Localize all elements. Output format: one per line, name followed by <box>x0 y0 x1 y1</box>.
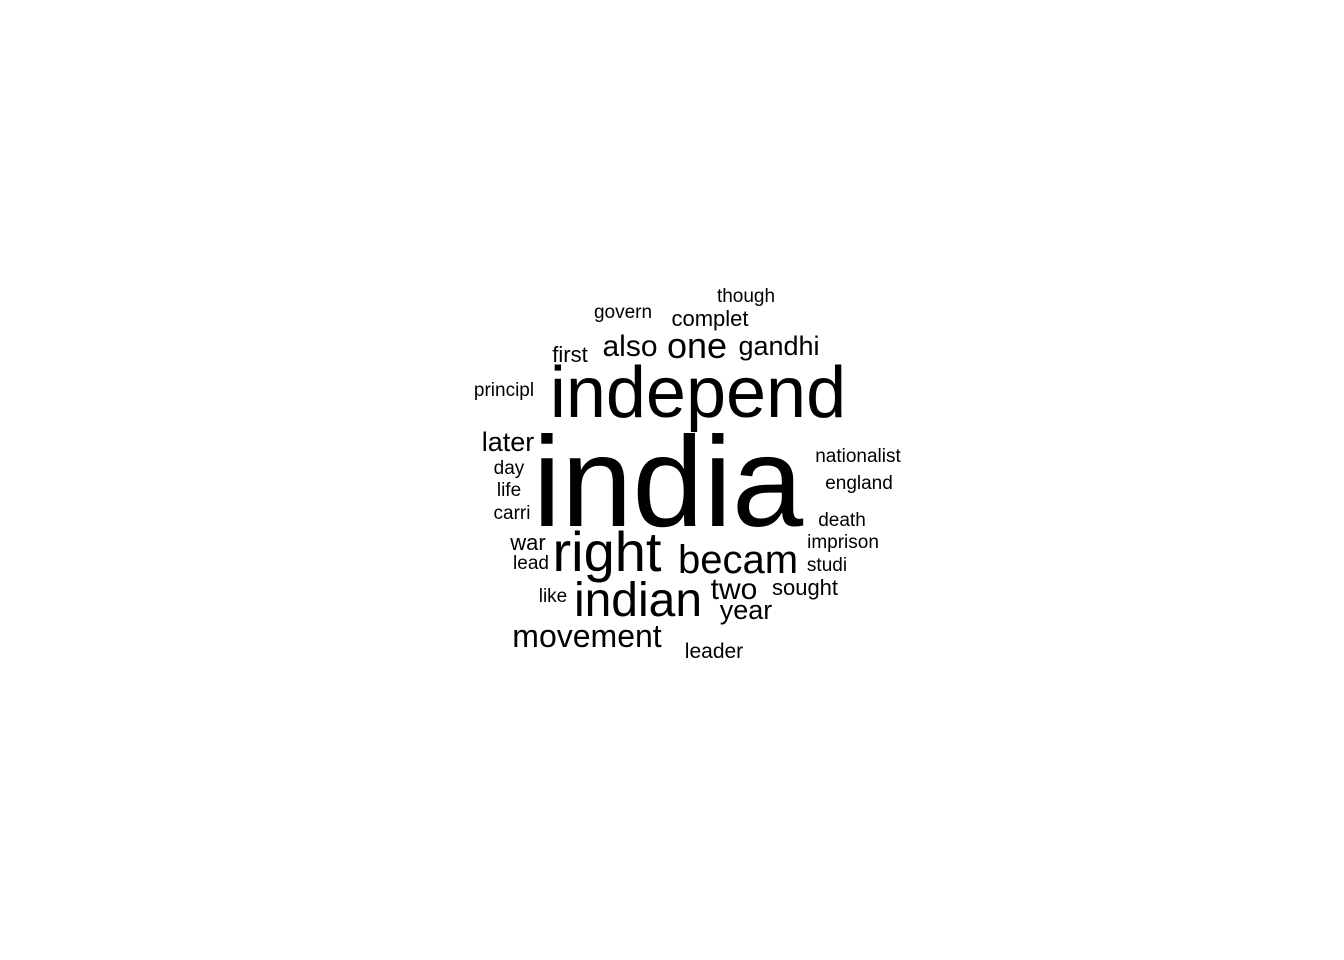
word-imprison: imprison <box>807 531 879 553</box>
word-govern: govern <box>593 301 653 323</box>
word-also: also <box>602 330 658 363</box>
word-carri: carri <box>493 502 531 524</box>
word-principl: principl <box>473 379 535 401</box>
word-two: two <box>710 573 758 606</box>
word-lead: lead <box>513 552 549 574</box>
word-life: life <box>496 479 522 501</box>
word-right: right <box>552 520 662 583</box>
word-becam: becam <box>677 538 799 582</box>
word-england: england <box>825 472 893 494</box>
word-indian: indian <box>573 574 703 627</box>
word-war: war <box>510 530 546 555</box>
word-studi: studi <box>806 554 848 576</box>
word-india: india <box>532 411 804 554</box>
word-though: though <box>716 285 776 307</box>
word-independ: independ <box>549 353 847 433</box>
word-nationalist: nationalist <box>815 445 901 467</box>
word-first: first <box>552 342 588 367</box>
word-day: day <box>493 457 525 479</box>
word-leader: leader <box>684 639 744 663</box>
word-year: year <box>719 594 773 625</box>
word-gandhi: gandhi <box>738 330 820 361</box>
word-death: death <box>818 509 866 531</box>
word-complet: complet <box>671 306 749 331</box>
word-movement: movement <box>512 618 662 654</box>
word-later: later <box>481 426 535 457</box>
word-sought: sought <box>771 575 839 600</box>
word-one: one <box>666 325 728 366</box>
word-like: like <box>538 585 568 607</box>
